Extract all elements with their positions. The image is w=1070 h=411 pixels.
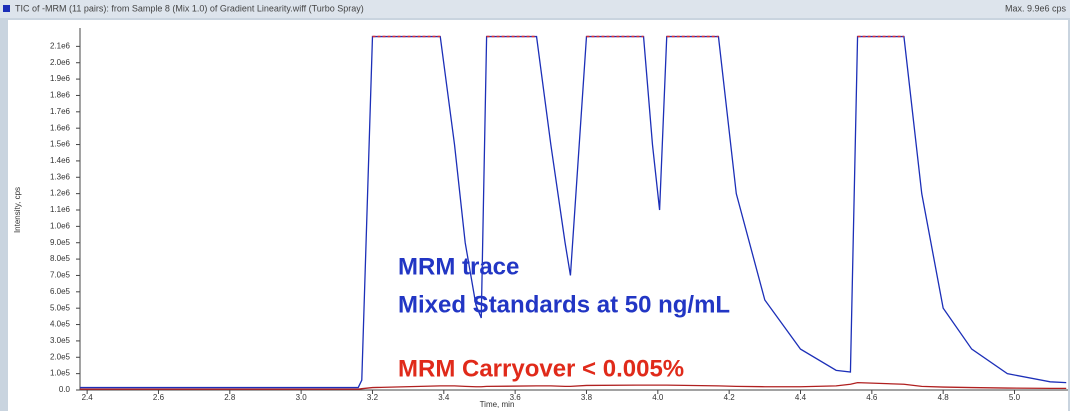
y-tick-label: 1.0e5 [50,369,71,378]
y-tick-label: 2.0e6 [50,58,71,67]
header-max: Max. 9.9e6 cps [1005,3,1067,13]
x-tick-label: 3.2 [367,393,379,402]
y-tick-label: 1.9e6 [50,74,71,83]
header-title: TIC of -MRM (11 pairs): from Sample 8 (M… [15,3,364,13]
annotation: MRM Carryover < 0.005% [398,355,684,382]
y-tick-label: 1.0e6 [50,221,71,230]
x-tick-label: 4.6 [866,393,878,402]
y-tick-label: 1.1e6 [50,205,71,214]
y-tick-label: 8.0e5 [50,254,71,263]
y-tick-label: 4.0e5 [50,320,71,329]
y-tick-label: 1.5e6 [50,140,71,149]
x-tick-label: 3.4 [438,393,450,402]
x-tick-label: 2.6 [153,393,165,402]
y-tick-label: 7.0e5 [50,271,71,280]
x-tick-label: 2.8 [224,393,236,402]
x-tick-label: 4.8 [938,393,950,402]
y-tick-label: 1.3e6 [50,172,71,181]
x-tick-label: 5.0 [1009,393,1021,402]
y-tick-label: 0.0 [59,385,71,394]
y-tick-label: 3.0e5 [50,336,71,345]
y-tick-label: 2.1e6 [50,41,71,50]
annotation: MRM trace [398,253,519,280]
y-tick-label: 5.0e5 [50,303,71,312]
x-tick-label: 3.8 [581,393,593,402]
trace-line [80,35,1067,389]
y-tick-label: 1.8e6 [50,91,71,100]
header-bar [0,0,1070,18]
x-tick-label: 4.0 [652,393,664,402]
x-tick-label: 3.0 [296,393,308,402]
x-tick-label: 4.4 [795,393,807,402]
y-tick-label: 1.6e6 [50,123,71,132]
x-tick-label: 3.6 [510,393,522,402]
x-tick-label: 4.2 [724,393,736,402]
annotation: Mixed Standards at 50 ng/mL [398,291,730,318]
trace-line [80,381,1067,390]
y-tick-label: 9.0e5 [50,238,71,247]
header-icon [3,5,10,12]
y-tick-label: 2.0e5 [50,352,71,361]
y-tick-label: 6.0e5 [50,287,71,296]
x-tick-label: 2.4 [82,393,94,402]
y-tick-label: 1.4e6 [50,156,71,165]
y-axis-label: Intensity, cps [13,187,22,233]
x-axis-label: Time, min [480,400,515,409]
y-tick-label: 1.2e6 [50,189,71,198]
y-tick-label: 1.7e6 [50,107,71,116]
plot-background [8,20,1068,411]
